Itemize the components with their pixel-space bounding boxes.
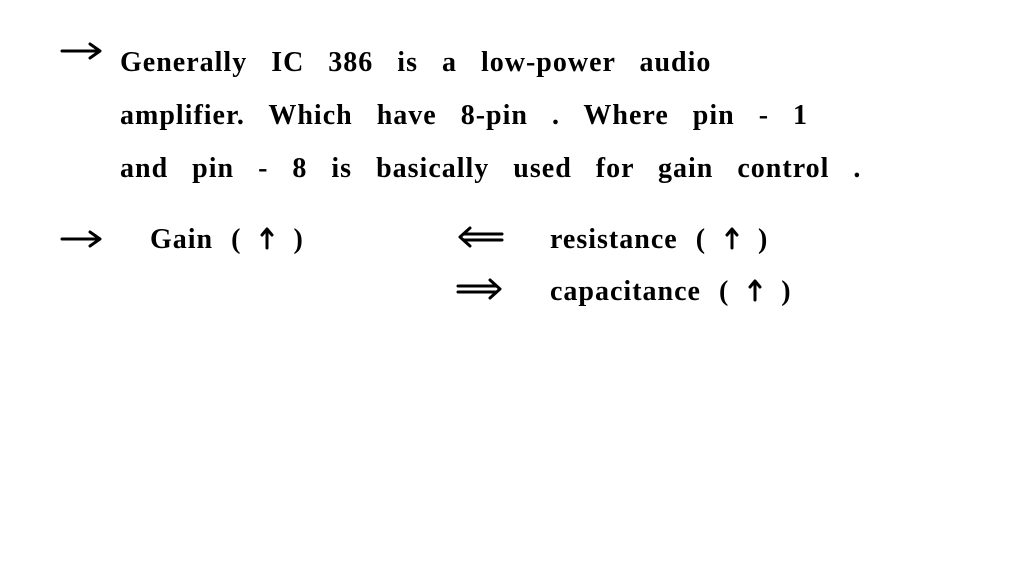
implies-cell xyxy=(410,276,550,310)
open-paren: ( xyxy=(719,276,747,307)
up-arrow-icon xyxy=(259,226,275,258)
close-paren: ) xyxy=(758,224,768,255)
capacitance-cell: capacitance ( ) xyxy=(550,276,984,310)
left-implies-cell xyxy=(410,224,550,258)
open-paren: ( xyxy=(231,224,259,255)
gain-cell: Gain ( ) xyxy=(150,224,410,258)
resistance-label: resistance xyxy=(550,224,678,255)
gain-label: Gain xyxy=(150,224,213,255)
capacitance-label: capacitance xyxy=(550,276,701,307)
relation-grid: Gain ( ) xyxy=(120,224,984,310)
up-arrow-icon xyxy=(747,278,763,310)
relation-grid-wrap: Gain ( ) xyxy=(120,224,984,310)
relation-block: Gain ( ) xyxy=(60,224,984,310)
long-right-arrow-icon xyxy=(60,228,106,250)
para1-line1: Generally IC 386 is a low-power audio xyxy=(120,36,984,89)
para1-line3: and pin - 8 is basically used for gain c… xyxy=(120,142,984,195)
bullet-arrow-col xyxy=(60,36,120,67)
left-implies-icon xyxy=(452,224,508,250)
implies-icon xyxy=(452,276,508,302)
long-right-arrow-icon xyxy=(60,40,106,62)
close-paren: ) xyxy=(293,224,303,255)
handwritten-note-page: Generally IC 386 is a low-power audio am… xyxy=(0,0,1024,576)
up-arrow-icon xyxy=(724,226,740,258)
resistance-cell: resistance ( ) xyxy=(550,224,984,258)
paragraph-block-1: Generally IC 386 is a low-power audio am… xyxy=(60,36,984,196)
para1-line2: amplifier. Which have 8-pin . Where pin … xyxy=(120,89,984,142)
paragraph-text: Generally IC 386 is a low-power audio am… xyxy=(120,36,984,196)
open-paren: ( xyxy=(696,224,724,255)
close-paren: ) xyxy=(781,276,791,307)
bullet-arrow-col-2 xyxy=(60,224,120,255)
